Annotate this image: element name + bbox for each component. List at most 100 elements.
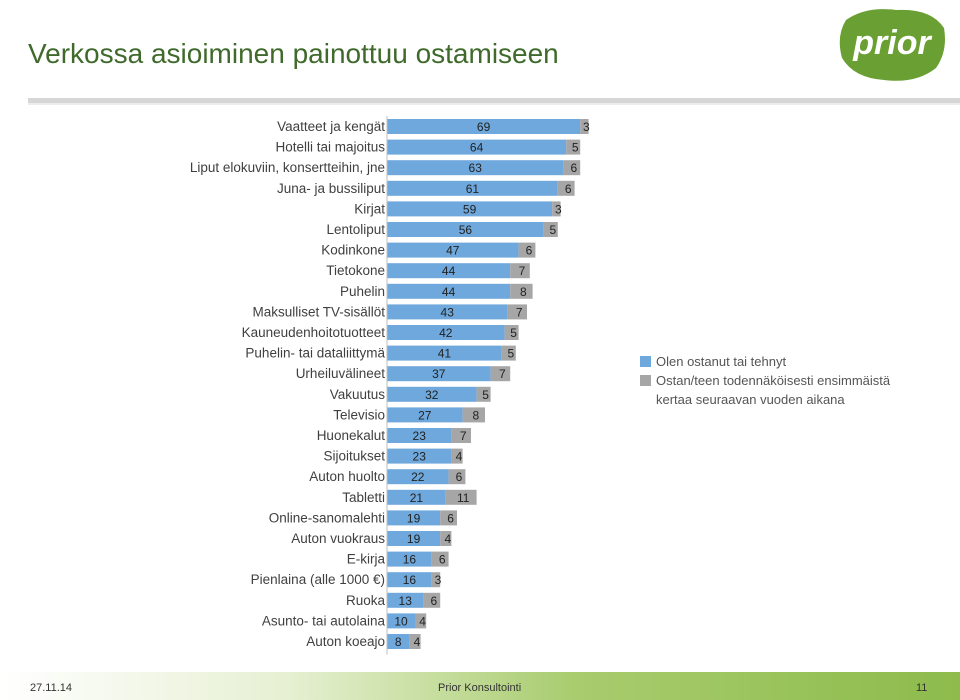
page-title: Verkossa asioiminen painottuu ostamiseen xyxy=(28,38,559,69)
category-label: Ruoka xyxy=(346,593,386,608)
data-label-planned: 5 xyxy=(572,141,579,155)
data-label-purchased: 41 xyxy=(438,347,452,361)
data-label-purchased: 13 xyxy=(399,594,413,608)
bar-purchased xyxy=(387,345,502,361)
data-label-purchased: 64 xyxy=(470,141,484,155)
bar-purchased xyxy=(387,510,441,526)
category-label: Kodinkone xyxy=(321,243,385,258)
data-label-planned: 6 xyxy=(456,470,463,484)
bar-planned xyxy=(415,613,427,629)
data-label-purchased: 43 xyxy=(441,305,455,319)
category-label: Kirjat xyxy=(354,201,385,216)
bar-planned xyxy=(451,428,471,443)
data-label-planned: 5 xyxy=(507,347,514,361)
data-label-planned: 3 xyxy=(435,573,442,587)
bar-planned xyxy=(510,283,533,299)
bar-planned xyxy=(409,634,421,649)
legend-swatch-blue xyxy=(640,356,651,367)
data-label-purchased: 19 xyxy=(407,511,421,525)
category-label: Puhelin xyxy=(340,284,385,299)
category-label: Kauneudenhoitotuotteet xyxy=(242,325,386,340)
bar-planned xyxy=(518,242,536,258)
data-label-planned: 8 xyxy=(520,285,527,299)
footer-band xyxy=(0,672,960,700)
bar-planned xyxy=(504,325,519,340)
bar-purchased xyxy=(387,160,564,176)
data-label-planned: 4 xyxy=(456,450,463,464)
header-rule xyxy=(28,98,960,103)
bar-purchased xyxy=(387,469,449,485)
data-label-purchased: 32 xyxy=(425,388,439,402)
data-label-planned: 11 xyxy=(457,491,470,505)
category-label: Huonekalut xyxy=(317,428,386,443)
data-label-purchased: 22 xyxy=(411,470,425,484)
data-label-planned: 5 xyxy=(549,223,556,237)
bar-planned xyxy=(423,592,441,608)
category-label: Vaatteet ja kengät xyxy=(277,119,385,134)
category-label: Maksulliset TV-sisällöt xyxy=(252,304,385,319)
data-label-purchased: 47 xyxy=(446,244,460,258)
bar-purchased xyxy=(387,592,424,608)
data-label-purchased: 37 xyxy=(432,367,446,381)
category-label: Auton huolto xyxy=(309,469,385,484)
bar-planned xyxy=(563,160,581,176)
data-label-planned: 6 xyxy=(439,553,446,567)
category-label: Online-sanomalehti xyxy=(269,510,385,525)
data-label-planned: 3 xyxy=(555,202,562,216)
bar-purchased xyxy=(387,386,477,402)
data-label-planned: 7 xyxy=(460,429,467,443)
category-label: Asunto- tai autolaina xyxy=(262,613,386,628)
bar-purchased xyxy=(387,304,508,320)
data-label-purchased: 44 xyxy=(442,285,456,299)
bar-planned xyxy=(451,448,463,464)
bar-purchased xyxy=(387,531,441,546)
header-rule-shadow xyxy=(28,103,960,105)
logo-text: prior xyxy=(852,24,932,62)
data-label-purchased: 8 xyxy=(395,635,402,649)
category-label: Televisio xyxy=(333,407,385,422)
data-label-purchased: 23 xyxy=(413,450,427,464)
category-label: Vakuutus xyxy=(330,387,386,402)
data-label-purchased: 44 xyxy=(442,264,456,278)
data-label-purchased: 16 xyxy=(403,573,417,587)
bar-purchased xyxy=(387,634,410,649)
category-label: Juna- ja bussiliput xyxy=(277,181,385,196)
data-label-planned: 6 xyxy=(526,244,533,258)
data-label-planned: 7 xyxy=(499,367,506,381)
data-label-planned: 8 xyxy=(472,408,479,422)
bar-planned xyxy=(476,386,491,402)
data-label-planned: 5 xyxy=(482,388,489,402)
category-label: Auton vuokraus xyxy=(291,531,385,546)
bar-planned xyxy=(431,551,449,567)
bar-purchased xyxy=(387,283,511,299)
data-label-planned: 7 xyxy=(519,264,526,278)
bar-purchased xyxy=(387,551,432,567)
data-label-planned: 6 xyxy=(447,511,454,525)
bar-planned xyxy=(552,201,561,217)
stacked-bar-chart: Vaatteet ja kengät 69 3 Hotelli tai majoitu… xyxy=(190,116,590,655)
bar-purchased xyxy=(387,407,463,423)
data-label-purchased: 10 xyxy=(394,614,408,628)
data-label-planned: 5 xyxy=(510,326,517,340)
bar-purchased xyxy=(387,448,452,464)
bar-purchased xyxy=(387,572,432,588)
bar-planned xyxy=(507,304,527,320)
bar-purchased xyxy=(387,222,544,237)
data-label-purchased: 23 xyxy=(413,429,427,443)
category-label: Pienlaina (alle 1000 €) xyxy=(251,572,385,587)
data-label-planned: 6 xyxy=(570,161,577,175)
category-label: E-kirja xyxy=(347,552,386,567)
data-label-planned: 6 xyxy=(430,594,437,608)
bar-planned xyxy=(431,572,441,588)
bar-planned xyxy=(580,119,589,134)
bar-purchased xyxy=(387,201,553,217)
bar-purchased xyxy=(387,139,567,155)
legend-label-purchased: Olen ostanut tai tehnyt xyxy=(656,354,787,369)
data-label-purchased: 56 xyxy=(459,223,473,237)
footer-page-number: 11 xyxy=(916,682,928,694)
data-label-purchased: 16 xyxy=(403,553,417,567)
data-label-planned: 4 xyxy=(444,532,451,546)
category-label: Auton koeajo xyxy=(306,634,385,649)
bar-planned xyxy=(440,510,457,526)
bar-planned xyxy=(501,345,516,361)
